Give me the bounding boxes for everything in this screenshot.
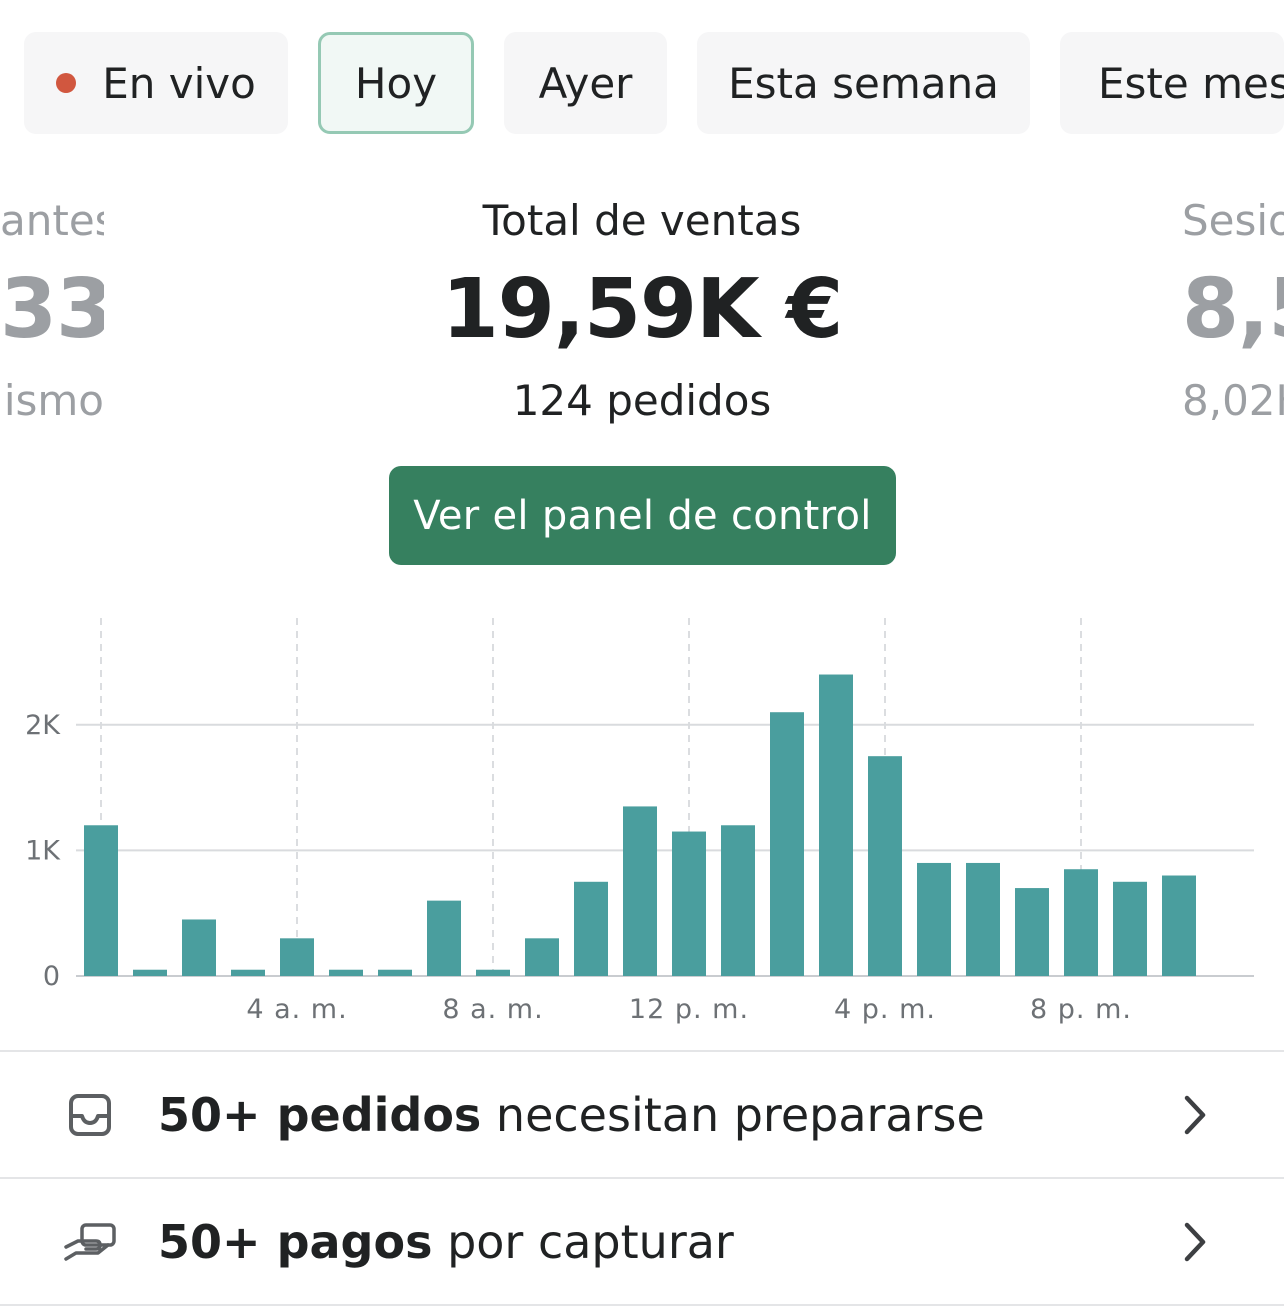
chart-bar xyxy=(231,969,265,976)
total-sales-value: 19,59K € xyxy=(441,262,844,357)
divider xyxy=(0,1304,1284,1306)
chart-bar xyxy=(1162,875,1196,976)
chart-bar xyxy=(525,938,559,976)
chevron-right-icon xyxy=(1184,1095,1206,1135)
metric-right-sub: 8,02K xyxy=(1182,376,1284,425)
chart-bar xyxy=(1113,881,1147,976)
y-tick-label: 1K xyxy=(25,835,61,866)
payment-hand-icon xyxy=(64,1223,116,1261)
divider xyxy=(0,1050,1284,1052)
y-tick-label: 0 xyxy=(43,961,60,992)
live-dot-icon xyxy=(56,73,77,93)
chart-bar xyxy=(770,712,804,976)
payments-to-capture-desc: por capturar xyxy=(432,1215,734,1269)
filter-label: Este mes xyxy=(1098,58,1284,108)
total-sales-label: Total de ventas xyxy=(482,196,802,245)
chart-bar xyxy=(133,969,167,976)
payments-to-capture-text: 50+ pagos por capturar xyxy=(158,1215,734,1269)
orders-to-fulfill-row[interactable]: 50+ pedidos necesitan prepararse xyxy=(0,1053,1284,1177)
filter-label: Esta semana xyxy=(728,58,999,108)
chevron-right-icon xyxy=(1184,1222,1206,1262)
x-tick-label: 8 a. m. xyxy=(442,994,543,1025)
chart-bar xyxy=(476,969,510,976)
filter-label: En vivo xyxy=(102,58,256,108)
filter-este-mes[interactable]: Este mes xyxy=(1060,32,1284,134)
chart-bar xyxy=(280,938,314,976)
filter-label: Hoy xyxy=(354,58,438,108)
filter-en-vivo[interactable]: En vivo xyxy=(24,32,288,134)
x-tick-label: 4 p. m. xyxy=(834,994,936,1025)
chart-bar xyxy=(182,919,216,976)
chart-bar xyxy=(672,831,706,976)
orders-to-fulfill-count: 50+ pedidos xyxy=(158,1088,482,1142)
metric-right-value: 8,5 xyxy=(1182,262,1284,357)
metric-right-label: Sesio xyxy=(1182,196,1284,245)
y-tick-label: 2K xyxy=(25,710,61,741)
chart-bar xyxy=(868,756,902,976)
metric-left-sub: ismo xyxy=(3,376,104,425)
chart-bar xyxy=(721,825,755,976)
orders-count: 124 pedidos xyxy=(512,376,772,425)
x-tick-label: 12 p. m. xyxy=(629,994,749,1025)
metric-left-value: 33 xyxy=(0,262,104,357)
x-tick-label: 8 p. m. xyxy=(1030,994,1132,1025)
filter-esta-semana[interactable]: Esta semana xyxy=(697,32,1030,134)
inbox-icon xyxy=(69,1094,111,1136)
filter-hoy[interactable]: Hoy xyxy=(318,32,474,134)
divider xyxy=(0,1177,1284,1179)
chart-bar xyxy=(84,825,118,976)
chart-bar xyxy=(427,900,461,976)
chart-bar xyxy=(1064,869,1098,976)
orders-to-fulfill-desc: necesitan prepararse xyxy=(481,1088,985,1142)
chart-bar xyxy=(378,969,412,976)
chart-bar xyxy=(917,862,951,976)
payments-to-capture-count: 50+ pagos xyxy=(158,1215,433,1269)
chart-bar xyxy=(1015,888,1049,976)
metric-left-label: antes xyxy=(0,196,104,245)
x-tick-label: 4 a. m. xyxy=(246,994,347,1025)
view-dashboard-button[interactable]: Ver el panel de control xyxy=(389,466,896,565)
payments-to-capture-row[interactable]: 50+ pagos por capturar xyxy=(0,1180,1284,1304)
chart-bar xyxy=(966,862,1000,976)
filter-ayer[interactable]: Ayer xyxy=(504,32,667,134)
chart-bar xyxy=(819,674,853,976)
chart-bar xyxy=(574,881,608,976)
sales-by-hour-chart: 0 1K 2K 4 a. m. 8 a. m. 12 p. m. 4 p. m. 8 p. m… xyxy=(25,618,1254,1025)
filter-label: Ayer xyxy=(538,58,633,108)
orders-to-fulfill-text: 50+ pedidos necesitan prepararse xyxy=(158,1088,985,1142)
chart-bar xyxy=(329,969,363,976)
chart-bar xyxy=(623,806,657,976)
